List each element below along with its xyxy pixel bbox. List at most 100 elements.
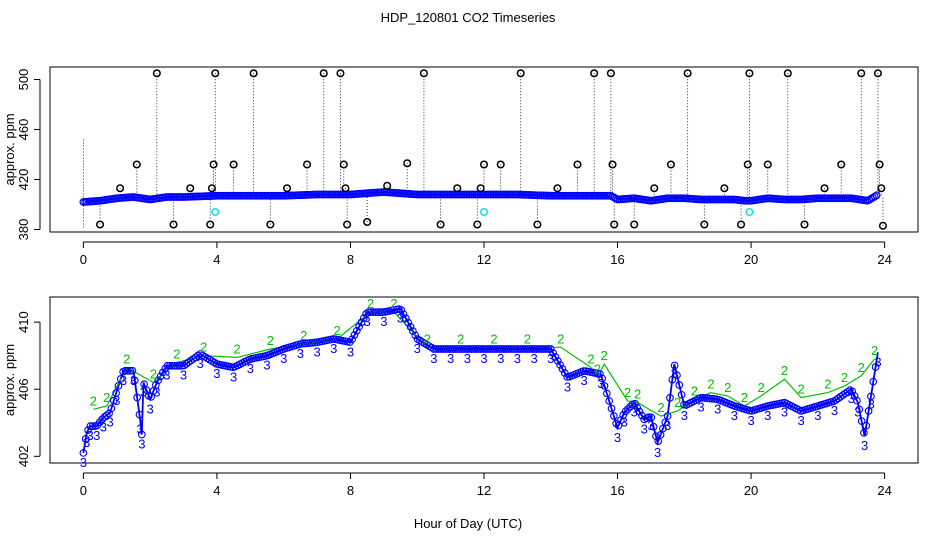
data-point: [867, 392, 875, 401]
data-point: [397, 306, 406, 314]
data-point: [348, 335, 356, 344]
outlier-point: [783, 69, 792, 78]
outlier-point: [479, 160, 489, 169]
series-3-marker: 3: [814, 408, 821, 423]
series-2-marker: 2: [300, 328, 307, 343]
series-3-marker: 3: [330, 341, 337, 356]
outlier-point: [229, 160, 238, 169]
outlier-point: [436, 220, 445, 229]
series-3-marker: 3: [654, 445, 661, 460]
series-3-marker: 3: [714, 401, 721, 416]
data-point: [870, 192, 879, 201]
series-3-marker: 3: [163, 368, 170, 383]
plot-frame: [49, 296, 919, 464]
data-point: [607, 404, 616, 413]
series-3-marker: 3: [380, 314, 387, 329]
data-point: [126, 366, 134, 375]
series-3-marker: 3: [854, 405, 861, 420]
outlier-point: [403, 159, 412, 168]
x-tick-label: 16: [610, 483, 624, 498]
outlier-point: [207, 184, 216, 193]
outlier-point: [720, 184, 729, 193]
series-2-marker: 2: [367, 296, 374, 311]
data-point: [350, 331, 359, 339]
series-2-marker: 2: [871, 343, 878, 358]
series-3-marker: 3: [86, 428, 93, 443]
series-3-marker: 3: [80, 455, 87, 470]
series-3-marker: 3: [213, 366, 220, 381]
data-point: [708, 394, 716, 403]
data-point: [647, 413, 656, 422]
outlier-point: [116, 184, 125, 193]
series-3-marker: 3: [547, 351, 554, 366]
data-point: [624, 405, 632, 413]
data-point: [156, 372, 165, 381]
cyan-point: [745, 207, 754, 216]
data-point: [860, 428, 868, 437]
outlier-point: [186, 184, 195, 193]
series-3-marker: 3: [621, 415, 628, 430]
series-3-marker: 3: [106, 415, 113, 430]
y-tick-label: 406: [16, 378, 31, 400]
series-3-marker: 3: [313, 344, 320, 359]
data-point: [114, 382, 123, 390]
data-point: [670, 361, 679, 370]
data-point: [675, 381, 684, 389]
series-line-2: [93, 311, 876, 417]
series-2-marker: 2: [691, 383, 698, 398]
series-3-marker: 3: [514, 351, 521, 366]
series-3-marker: 3: [798, 413, 805, 428]
data-point: [402, 314, 410, 323]
series-3-marker: 3: [641, 421, 648, 436]
series-3-marker: 3: [113, 393, 120, 408]
series-3-marker: 3: [697, 400, 704, 415]
x-tick-label: 20: [744, 483, 758, 498]
data-point: [107, 404, 116, 413]
data-point: [404, 318, 413, 327]
series-3-marker: 3: [631, 405, 638, 420]
outlier-point: [875, 160, 884, 169]
series-3-marker: 3: [530, 351, 537, 366]
series-3-marker: 3: [581, 373, 588, 388]
outlier-point: [282, 184, 292, 193]
data-point: [123, 366, 132, 375]
data-point: [855, 405, 864, 414]
data-point: [151, 381, 160, 389]
series-2-marker: 2: [757, 380, 764, 395]
plot-frame: [49, 66, 919, 233]
series-3-marker: 3: [120, 373, 127, 388]
y-axis-label: approx. ppm: [2, 344, 17, 416]
x-tick-label: 4: [213, 483, 220, 498]
outlier-point: [857, 69, 866, 78]
data-point: [406, 322, 415, 331]
series-2-marker: 2: [390, 296, 397, 311]
x-tick-label: 24: [877, 252, 891, 267]
data-point: [631, 399, 639, 408]
series-2-marker: 2: [150, 367, 157, 382]
outlier-point: [873, 69, 882, 78]
data-point: [133, 393, 141, 402]
data-point: [668, 375, 677, 384]
outlier-point: [743, 160, 752, 169]
series-2-marker: 2: [657, 400, 664, 415]
data-point: [551, 353, 560, 361]
series-2-marker: 2: [123, 351, 130, 366]
x-tick-label: 12: [477, 483, 491, 498]
data-point: [359, 314, 368, 322]
series-2-marker: 2: [557, 331, 564, 346]
data-point: [154, 376, 163, 385]
series-3-marker: 3: [874, 354, 881, 369]
series-2-marker: 2: [457, 331, 464, 346]
data-point: [399, 310, 408, 319]
series-2-marker: 2: [587, 351, 594, 366]
series-3-marker: 3: [263, 358, 270, 373]
data-point: [649, 422, 658, 431]
series-3-marker: 3: [83, 435, 90, 450]
data-point: [563, 373, 571, 381]
series-3-marker: 3: [280, 351, 287, 366]
data-point: [81, 435, 90, 443]
series-3-marker: 3: [614, 430, 621, 445]
series-3-marker: 3: [93, 428, 100, 443]
data-point: [600, 382, 609, 390]
series-3-marker: 3: [831, 403, 838, 418]
